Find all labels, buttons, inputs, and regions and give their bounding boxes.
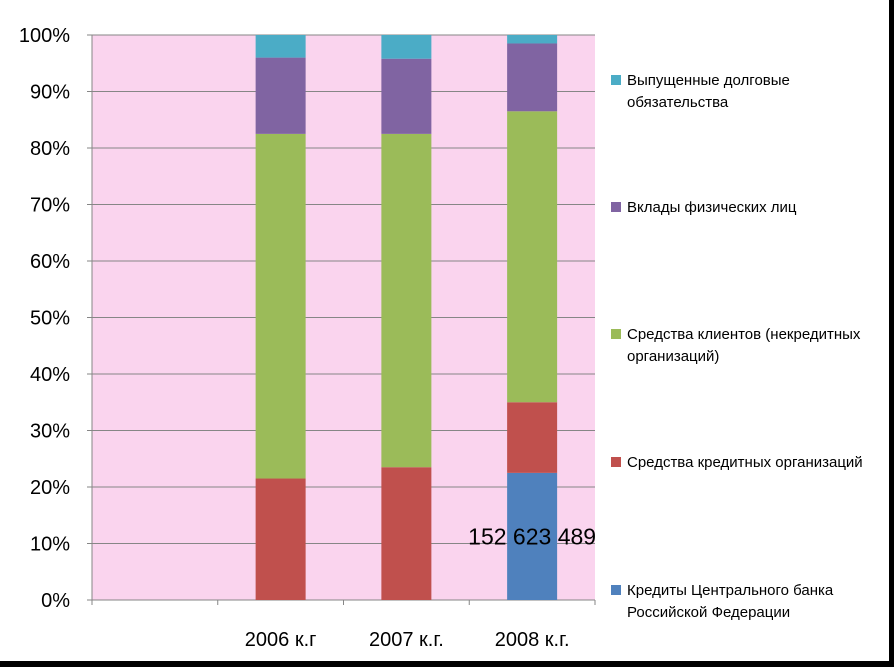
legend-item-debt: Выпущенные долговые обязательства (611, 70, 867, 114)
x-tick-label: 2006 к.г (245, 629, 317, 651)
bar-segment (255, 57, 306, 134)
legend-label-credit-orgs: Средства кредитных организаций (627, 454, 863, 471)
bar-segment (381, 133, 432, 468)
bar-segment (381, 35, 432, 59)
y-tick-label: 100% (19, 25, 70, 47)
y-tick-label: 0% (41, 590, 70, 612)
legend-swatch-debt (611, 75, 621, 85)
legend-label-central-bank: Кредиты Центрального банка Российской Фе… (627, 582, 834, 621)
data-label: 152 623 489 (468, 523, 596, 549)
legend-label-deposits: Вклады физических лиц (627, 199, 797, 216)
legend-item-deposits: Вклады физических лиц (611, 197, 867, 219)
legend-swatch-credit-orgs (611, 457, 621, 467)
legend-label-clients: Средства клиентов (некредитных организац… (627, 326, 861, 365)
y-tick-label: 90% (30, 82, 70, 104)
y-tick-label: 30% (30, 421, 70, 443)
bar-segment (507, 111, 558, 403)
y-tick-label: 40% (30, 364, 70, 386)
x-tick-label: 2008 к.г. (495, 629, 570, 651)
legend-swatch-central-bank (611, 585, 621, 595)
bar-segment (255, 478, 306, 600)
bar-segment (255, 133, 306, 479)
legend-item-credit-orgs: Средства кредитных организаций (611, 452, 867, 474)
y-tick-label: 10% (30, 534, 70, 556)
legend-swatch-deposits (611, 202, 621, 212)
y-tick-label: 50% (30, 308, 70, 330)
bar-segment (381, 467, 432, 600)
bar-segment (507, 35, 558, 44)
y-tick-label: 70% (30, 195, 70, 217)
x-tick-label: 2007 к.г. (369, 629, 444, 651)
legend-item-clients: Средства клиентов (некредитных организац… (611, 324, 867, 368)
legend-item-central-bank: Кредиты Центрального банка Российской Фе… (611, 580, 867, 624)
y-tick-label: 20% (30, 477, 70, 499)
bar-segment (507, 472, 558, 600)
y-tick-label: 80% (30, 138, 70, 160)
bar-segment (507, 43, 558, 112)
legend-swatch-clients (611, 329, 621, 339)
bar-segment (507, 402, 558, 473)
bar-segment (381, 58, 432, 134)
y-tick-label: 60% (30, 251, 70, 273)
bar-segment (255, 35, 306, 58)
legend-label-debt: Выпущенные долговые обязательства (627, 72, 790, 111)
